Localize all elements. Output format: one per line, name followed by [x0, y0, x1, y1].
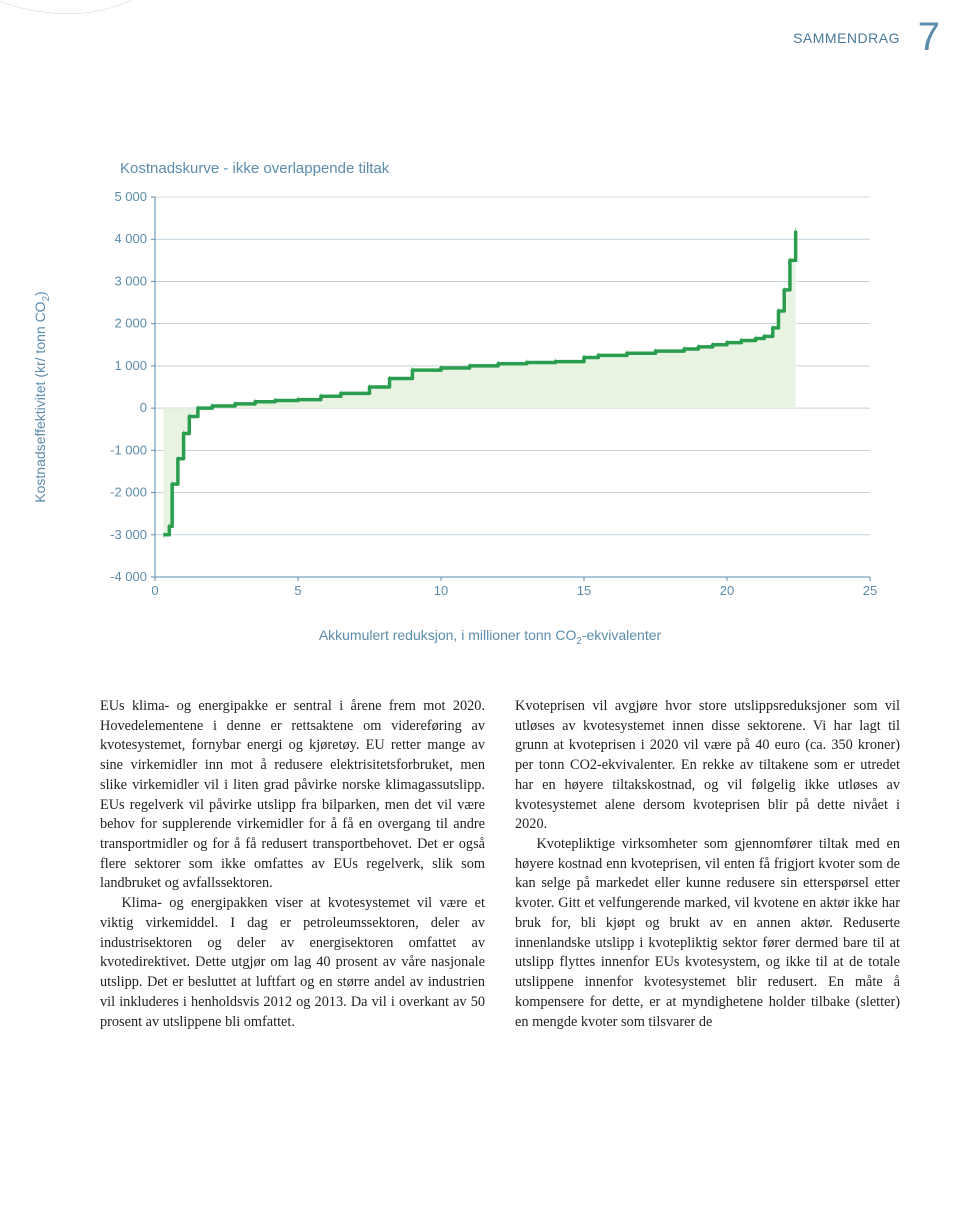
svg-text:4 000: 4 000	[114, 231, 147, 246]
svg-text:20: 20	[720, 583, 734, 598]
svg-text:1 000: 1 000	[114, 358, 147, 373]
paragraph: Kvotepliktige virksomheter som gjennomfø…	[515, 835, 900, 1032]
svg-text:0: 0	[140, 400, 147, 415]
svg-text:15: 15	[577, 583, 591, 598]
decorative-arcs	[0, 0, 300, 150]
chart-title: Kostnadskurve - ikke overlappende tiltak	[120, 160, 960, 177]
page-number: 7	[918, 15, 940, 60]
paragraph: Kvoteprisen vil avgjøre hvor store utsli…	[515, 697, 900, 835]
svg-text:5 000: 5 000	[114, 189, 147, 204]
page-header: SAMMENDRAG 7	[0, 0, 960, 160]
chart-ylabel: Kostnadseffektivitet (kr/ tonn CO2)	[32, 291, 52, 502]
svg-text:25: 25	[863, 583, 877, 598]
svg-text:10: 10	[434, 583, 448, 598]
svg-text:-4 000: -4 000	[110, 569, 147, 584]
chart-canvas: 5 000 4 000 3 000 2 000 1 000 0 -1 000 -2 000 -3…	[100, 187, 880, 607]
column-left: EUs klima- og energipakke er sentral i å…	[100, 697, 485, 1032]
chart-xlabel: Akkumulert reduksjon, i millioner tonn C…	[319, 627, 661, 647]
cost-curve-chart: Kostnadseffektivitet (kr/ tonn CO2) 5 00…	[100, 187, 880, 607]
svg-text:5: 5	[294, 583, 301, 598]
svg-text:-3 000: -3 000	[110, 527, 147, 542]
svg-text:0: 0	[151, 583, 158, 598]
column-right: Kvoteprisen vil avgjøre hvor store utsli…	[515, 697, 900, 1032]
section-label: SAMMENDRAG	[793, 30, 900, 46]
svg-text:2 000: 2 000	[114, 316, 147, 331]
svg-text:-1 000: -1 000	[110, 442, 147, 457]
body-columns: EUs klima- og energipakke er sentral i å…	[0, 697, 960, 1032]
paragraph: Klima- og energipakken viser at kvotesys…	[100, 894, 485, 1032]
svg-text:3 000: 3 000	[114, 273, 147, 288]
svg-text:-2 000: -2 000	[110, 485, 147, 500]
paragraph: EUs klima- og energipakke er sentral i å…	[100, 697, 485, 894]
